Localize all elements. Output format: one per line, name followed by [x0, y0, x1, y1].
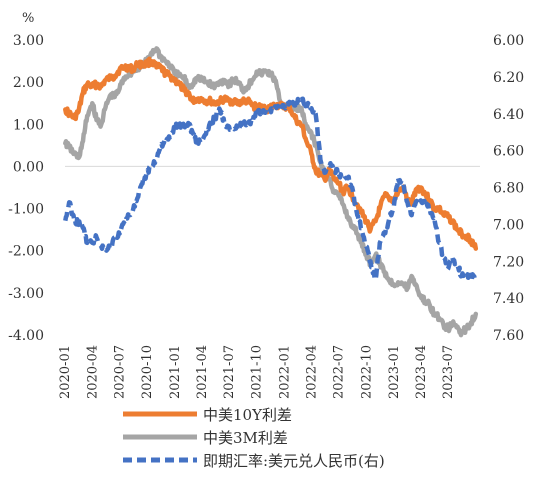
series-layer: [63, 46, 479, 338]
left-axis-tick-label: 1.00: [13, 117, 44, 133]
right-axis-tick-label: 7.60: [493, 328, 524, 344]
x-axis-tick-label: 2020-04: [85, 345, 100, 399]
x-axis-tick-label: 2020-07: [113, 345, 128, 399]
legend-label-0: 中美10Y利差: [203, 406, 292, 424]
right-axis-tick-label: 6.20: [493, 70, 524, 86]
x-axis-tick-label: 2023-07: [441, 345, 456, 399]
legend-label-2: 即期汇率:美元兑人民币(右): [203, 452, 385, 470]
x-axis-tick-label: 2021-04: [195, 345, 210, 399]
left-axis-tick-label: -3.00: [8, 286, 44, 302]
left-axis-tick-label: 3.00: [13, 33, 44, 49]
x-axis-tick-label: 2020-01: [58, 345, 73, 399]
x-axis-tick-label: 2022-01: [277, 345, 292, 399]
x-axis-tick-label: 2022-07: [332, 345, 347, 399]
left-axis-tick-label: -2.00: [8, 244, 44, 260]
right-axis-tick-label: 7.40: [493, 291, 524, 307]
y-unit-label: %: [22, 11, 34, 26]
left-axis-tick-label: 0.00: [13, 159, 44, 175]
x-axis-tick-label: 2022-10: [359, 345, 374, 399]
left-axis-tick-label: -1.00: [8, 202, 44, 218]
left-axis-tick-label: -4.00: [8, 328, 44, 344]
legend-label-1: 中美3M利差: [203, 429, 288, 447]
x-axis-tick-label: 2023-04: [414, 345, 429, 399]
right-axis-tick-label: 6.80: [493, 181, 524, 197]
x-axis-tick-label: 2023-01: [387, 345, 402, 399]
right-axis-tick-label: 6.00: [493, 33, 524, 49]
x-axis-tick-label: 2020-10: [140, 345, 155, 399]
x-axis-tick-label: 2021-10: [250, 345, 265, 399]
left-axis-tick-label: 2.00: [13, 75, 44, 91]
x-axis-tick-label: 2021-07: [222, 345, 237, 399]
axes-layer: % 3.00 2.00 1.00 0.00 -1.00 -2.00 -3.00 -4.00 6.0…: [8, 11, 524, 399]
right-axis-tick-label: 6.40: [493, 107, 524, 123]
right-axis-tick-label: 7.20: [493, 254, 524, 270]
right-axis-tick-label: 6.60: [493, 144, 524, 160]
right-axis-tick-label: 7.00: [493, 217, 524, 233]
x-axis-tick-label: 2022-04: [304, 345, 319, 399]
x-axis-tick-label: 2021-01: [168, 345, 183, 399]
series-line-2: [63, 95, 478, 283]
